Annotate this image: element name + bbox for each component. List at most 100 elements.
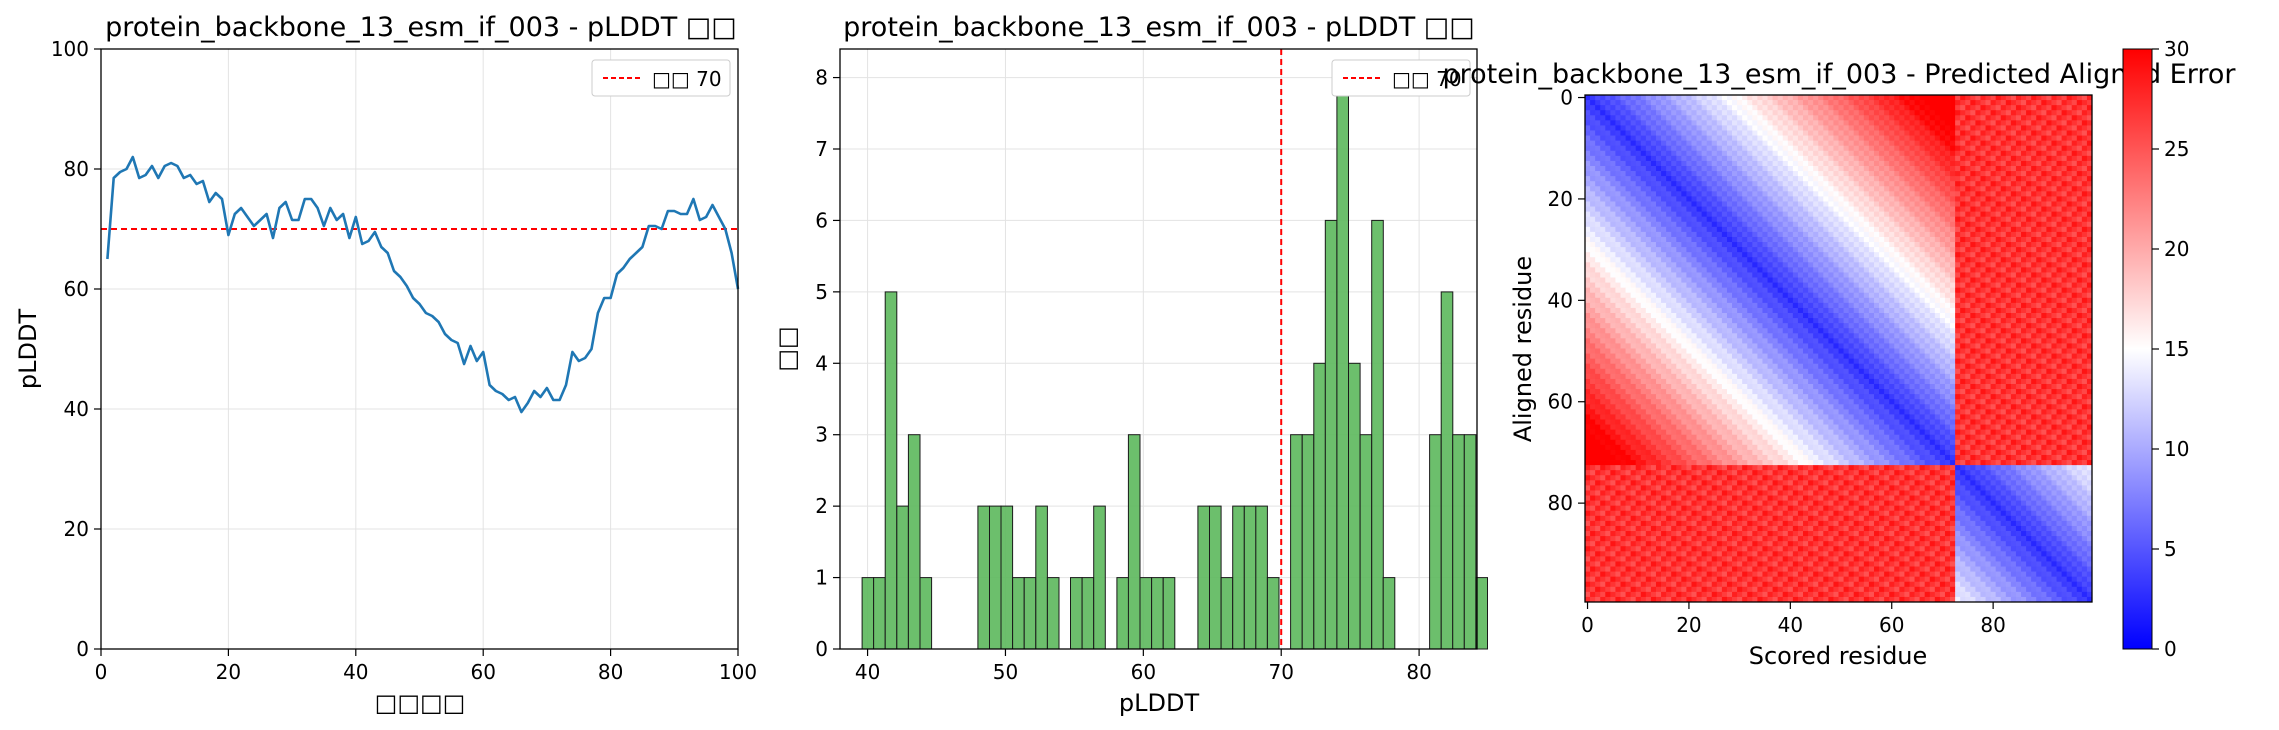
heatmap-cell	[1671, 211, 1677, 218]
heatmap-cell	[1934, 191, 1941, 197]
heatmap-cell	[2015, 242, 2022, 248]
heatmap-cell	[1777, 130, 1784, 136]
heatmap-cell	[1995, 313, 2002, 319]
heatmap-cell	[1762, 100, 1768, 106]
histogram-bar	[989, 505, 1002, 650]
heatmap-cell	[1884, 196, 1890, 202]
heatmap-cell	[1605, 135, 1611, 142]
heatmap-cell	[1879, 186, 1885, 192]
heatmap-cell	[1995, 160, 2002, 167]
heatmap-cell	[1620, 323, 1626, 329]
heatmap-cell	[1615, 145, 1621, 152]
heatmap-cell	[1884, 145, 1890, 152]
heatmap-cell	[1655, 181, 1662, 187]
heatmap-cell	[1838, 171, 1844, 177]
heatmap-cell	[1909, 95, 1915, 101]
heatmap-cell	[1701, 95, 1708, 101]
heatmap-cell	[1985, 196, 1991, 202]
heatmap-cell	[1909, 221, 1915, 228]
heatmap-cell	[1691, 221, 1697, 228]
heatmap-cell	[1838, 287, 1844, 294]
heatmap-cell	[1585, 201, 1591, 207]
histogram-bar	[1012, 577, 1025, 650]
heatmap-cell	[1950, 176, 1956, 182]
heatmap-cell	[1792, 313, 1799, 319]
heatmap-cell	[2036, 226, 2042, 233]
heatmap-cell	[1630, 287, 1637, 294]
heatmap-cell	[1600, 242, 1606, 248]
heatmap-cell	[1650, 226, 1657, 233]
heatmap-cell	[1904, 201, 1910, 207]
heatmap-cell	[1767, 221, 1773, 228]
heatmap-cell	[1858, 231, 1865, 238]
heatmap-cell	[1960, 313, 1966, 319]
heatmap-cell	[1848, 282, 1855, 289]
heatmap-cell	[1732, 282, 1738, 289]
heatmap-cell	[1939, 171, 1946, 177]
heatmap-cell	[1661, 323, 1667, 329]
histogram-bar	[873, 577, 886, 650]
heatmap-cell	[1782, 145, 1789, 152]
heatmap-cell	[1696, 302, 1703, 309]
heatmap-cell	[2021, 140, 2027, 147]
heatmap-cell	[1879, 292, 1885, 299]
heatmap-cell	[1681, 338, 1687, 344]
heatmap-cell	[2066, 226, 2073, 233]
heatmap-cell	[1655, 297, 1662, 304]
heatmap-cell	[1939, 292, 1946, 299]
heatmap-cell	[1701, 252, 1708, 258]
heatmap-cell	[1691, 95, 1697, 101]
heatmap-cell	[1711, 231, 1718, 238]
heatmap-cell	[1595, 236, 1601, 243]
heatmap-cell	[1676, 100, 1682, 106]
histogram-bar	[1440, 291, 1454, 650]
heatmap-cell	[2051, 257, 2057, 263]
heatmap-cell	[1772, 282, 1779, 289]
heatmap-cell	[1914, 307, 1921, 314]
heatmap-cell	[1879, 307, 1885, 314]
heatmap-cell	[1701, 160, 1708, 167]
heatmap-cell	[1919, 171, 1926, 177]
heatmap-cell	[2061, 282, 2068, 289]
heatmap-cell	[1595, 165, 1601, 172]
heatmap-cell	[1671, 135, 1677, 142]
heatmap-cell	[2066, 277, 2073, 283]
heatmap-cell	[2005, 333, 2012, 339]
heatmap-cell	[1853, 145, 1860, 152]
heatmap-cell	[1813, 110, 1819, 116]
heatmap-cell	[1615, 272, 1621, 278]
heatmap-cell	[2076, 257, 2083, 263]
heatmap-cell	[2031, 313, 2037, 319]
heatmap-cell	[2010, 140, 2017, 147]
heatmap-cell	[1843, 221, 1850, 228]
heatmap-cell	[1681, 323, 1687, 329]
heatmap-cell	[1600, 262, 1606, 268]
heatmap-cell	[1711, 236, 1718, 243]
heatmap-cell	[2071, 186, 2078, 192]
heatmap-cell	[1934, 323, 1941, 329]
heatmap-cell	[1808, 236, 1814, 243]
heatmap-cell	[1625, 150, 1632, 157]
heatmap-cell	[1884, 307, 1890, 314]
heatmap-cell	[2086, 120, 2093, 126]
heatmap-cell	[1909, 130, 1915, 136]
heatmap-cell	[1787, 277, 1794, 283]
heatmap-cell	[1742, 130, 1748, 136]
heatmap-cell	[1721, 338, 1728, 344]
heatmap-cell	[1792, 105, 1799, 111]
heatmap-cell	[1782, 323, 1789, 329]
heatmap-cell	[2046, 196, 2052, 202]
heatmap-cell	[1696, 231, 1703, 238]
heatmap-cell	[1615, 252, 1621, 258]
heatmap-cell	[1929, 272, 1936, 278]
heatmap-cell	[1737, 135, 1743, 142]
heatmap-cell	[1995, 242, 2002, 248]
heatmap-cell	[2031, 297, 2037, 304]
heatmap-cell	[1995, 105, 2002, 111]
heatmap-cell	[2071, 181, 2078, 187]
heatmap-cell	[1873, 242, 1880, 248]
heatmap-cell	[1615, 105, 1621, 111]
heatmap-cell	[2081, 318, 2088, 324]
heatmap-cell	[1904, 105, 1910, 111]
heatmap-cell	[1706, 272, 1713, 278]
